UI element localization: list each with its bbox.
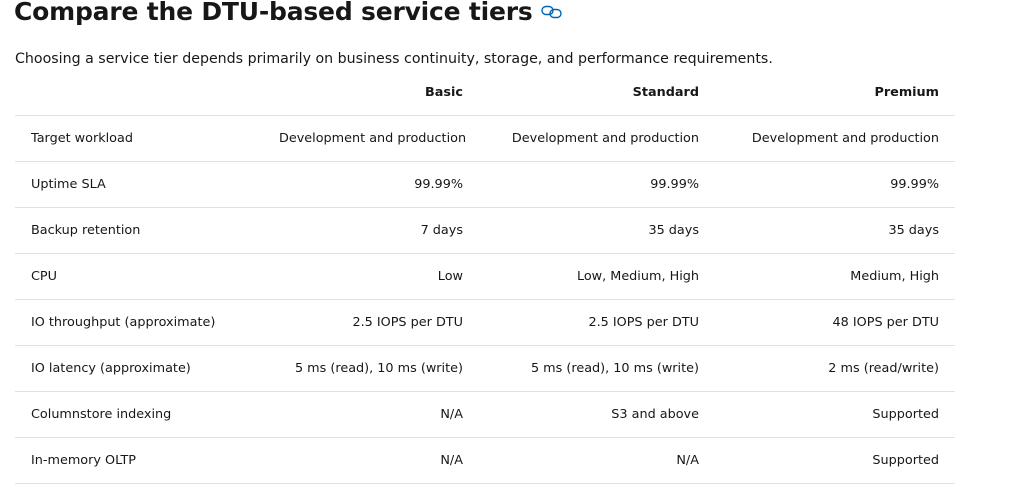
row-label: Uptime SLA [15,161,263,208]
cell-premium: Development and production [715,115,955,162]
cell-premium: Supported [715,437,955,484]
table-row: Columnstore indexing N/A S3 and above Su… [15,391,955,438]
table-row: Target workload Development and producti… [15,115,955,162]
cell-standard: 2.5 IOPS per DTU [479,299,715,346]
row-label: IO throughput (approximate) [15,299,263,346]
cell-basic: 2.5 IOPS per DTU [263,299,479,346]
cell-basic: Low [263,253,479,300]
cell-premium: Supported [715,391,955,438]
row-label: Backup retention [15,207,263,254]
row-label: In-memory OLTP [15,437,263,484]
cell-basic: N/A [263,391,479,438]
cell-standard: Low, Medium, High [479,253,715,300]
table-row: IO latency (approximate) 5 ms (read), 10… [15,345,955,392]
table-row: In-memory OLTP N/A N/A Supported [15,437,955,484]
cell-premium: 35 days [715,207,955,254]
column-header-basic: Basic [263,70,479,116]
cell-premium: 99.99% [715,161,955,208]
cell-standard: 5 ms (read), 10 ms (write) [479,345,715,392]
column-header-premium: Premium [715,70,955,116]
row-label: Target workload [15,115,263,162]
cell-premium: Medium, High [715,253,955,300]
intro-text: Choosing a service tier depends primaril… [15,51,773,67]
cell-premium: 2 ms (read/write) [715,345,955,392]
cell-standard: Development and production [479,115,715,162]
table-header-row: Basic Standard Premium [15,70,955,116]
cell-basic: Development and production [263,115,479,162]
service-tier-table: Basic Standard Premium Target workload D… [15,70,955,484]
cell-basic: 99.99% [263,161,479,208]
cell-basic: 7 days [263,207,479,254]
cell-basic: N/A [263,437,479,484]
table-row: IO throughput (approximate) 2.5 IOPS per… [15,299,955,346]
page-title: Compare the DTU-based service tiers [14,0,563,33]
column-header-standard: Standard [479,70,715,116]
row-label: Columnstore indexing [15,391,263,438]
cell-standard: 99.99% [479,161,715,208]
link-icon[interactable] [540,0,563,31]
cell-standard: N/A [479,437,715,484]
table-row: CPU Low Low, Medium, High Medium, High [15,253,955,300]
row-label: IO latency (approximate) [15,345,263,392]
table-row: Uptime SLA 99.99% 99.99% 99.99% [15,161,955,208]
cell-basic: 5 ms (read), 10 ms (write) [263,345,479,392]
table-row: Backup retention 7 days 35 days 35 days [15,207,955,254]
cell-premium: 48 IOPS per DTU [715,299,955,346]
row-label: CPU [15,253,263,300]
cell-standard: S3 and above [479,391,715,438]
cell-standard: 35 days [479,207,715,254]
column-header-feature [15,70,263,116]
page-title-text: Compare the DTU-based service tiers [14,0,533,26]
